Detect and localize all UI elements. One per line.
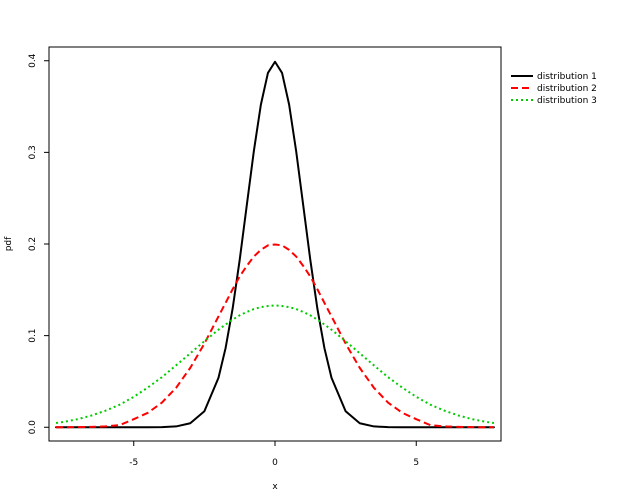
y-tick-label: 0.3 (28, 145, 38, 159)
y-tick-label: 0.4 (28, 53, 38, 68)
y-axis-label: pdf (4, 236, 14, 251)
legend: distribution 1 distribution 2 distributi… (511, 72, 597, 106)
legend-label-3: distribution 3 (537, 96, 597, 106)
x-axis-label: x (272, 482, 278, 492)
y-tick-label: 0.2 (28, 237, 38, 251)
legend-item-3: distribution 3 (511, 96, 597, 106)
series-line-2 (56, 243, 494, 429)
x-axis: -5 0 5 (129, 441, 419, 468)
legend-label-1: distribution 1 (537, 72, 597, 82)
x-tick-label: 5 (413, 458, 419, 468)
y-tick-label: 0.1 (28, 328, 38, 342)
x-tick-label: -5 (129, 458, 138, 468)
series-line-1 (55, 60, 495, 429)
y-tick-label: 0.0 (28, 420, 38, 435)
legend-label-2: distribution 2 (537, 84, 597, 94)
series-lines (55, 60, 495, 429)
series-line-3 (55, 304, 495, 424)
legend-item-1: distribution 1 (511, 72, 597, 82)
x-tick-label: 0 (272, 458, 278, 468)
legend-item-2: distribution 2 (511, 84, 597, 94)
y-axis: 0.0 0.1 0.2 0.3 0.4 (28, 53, 49, 434)
